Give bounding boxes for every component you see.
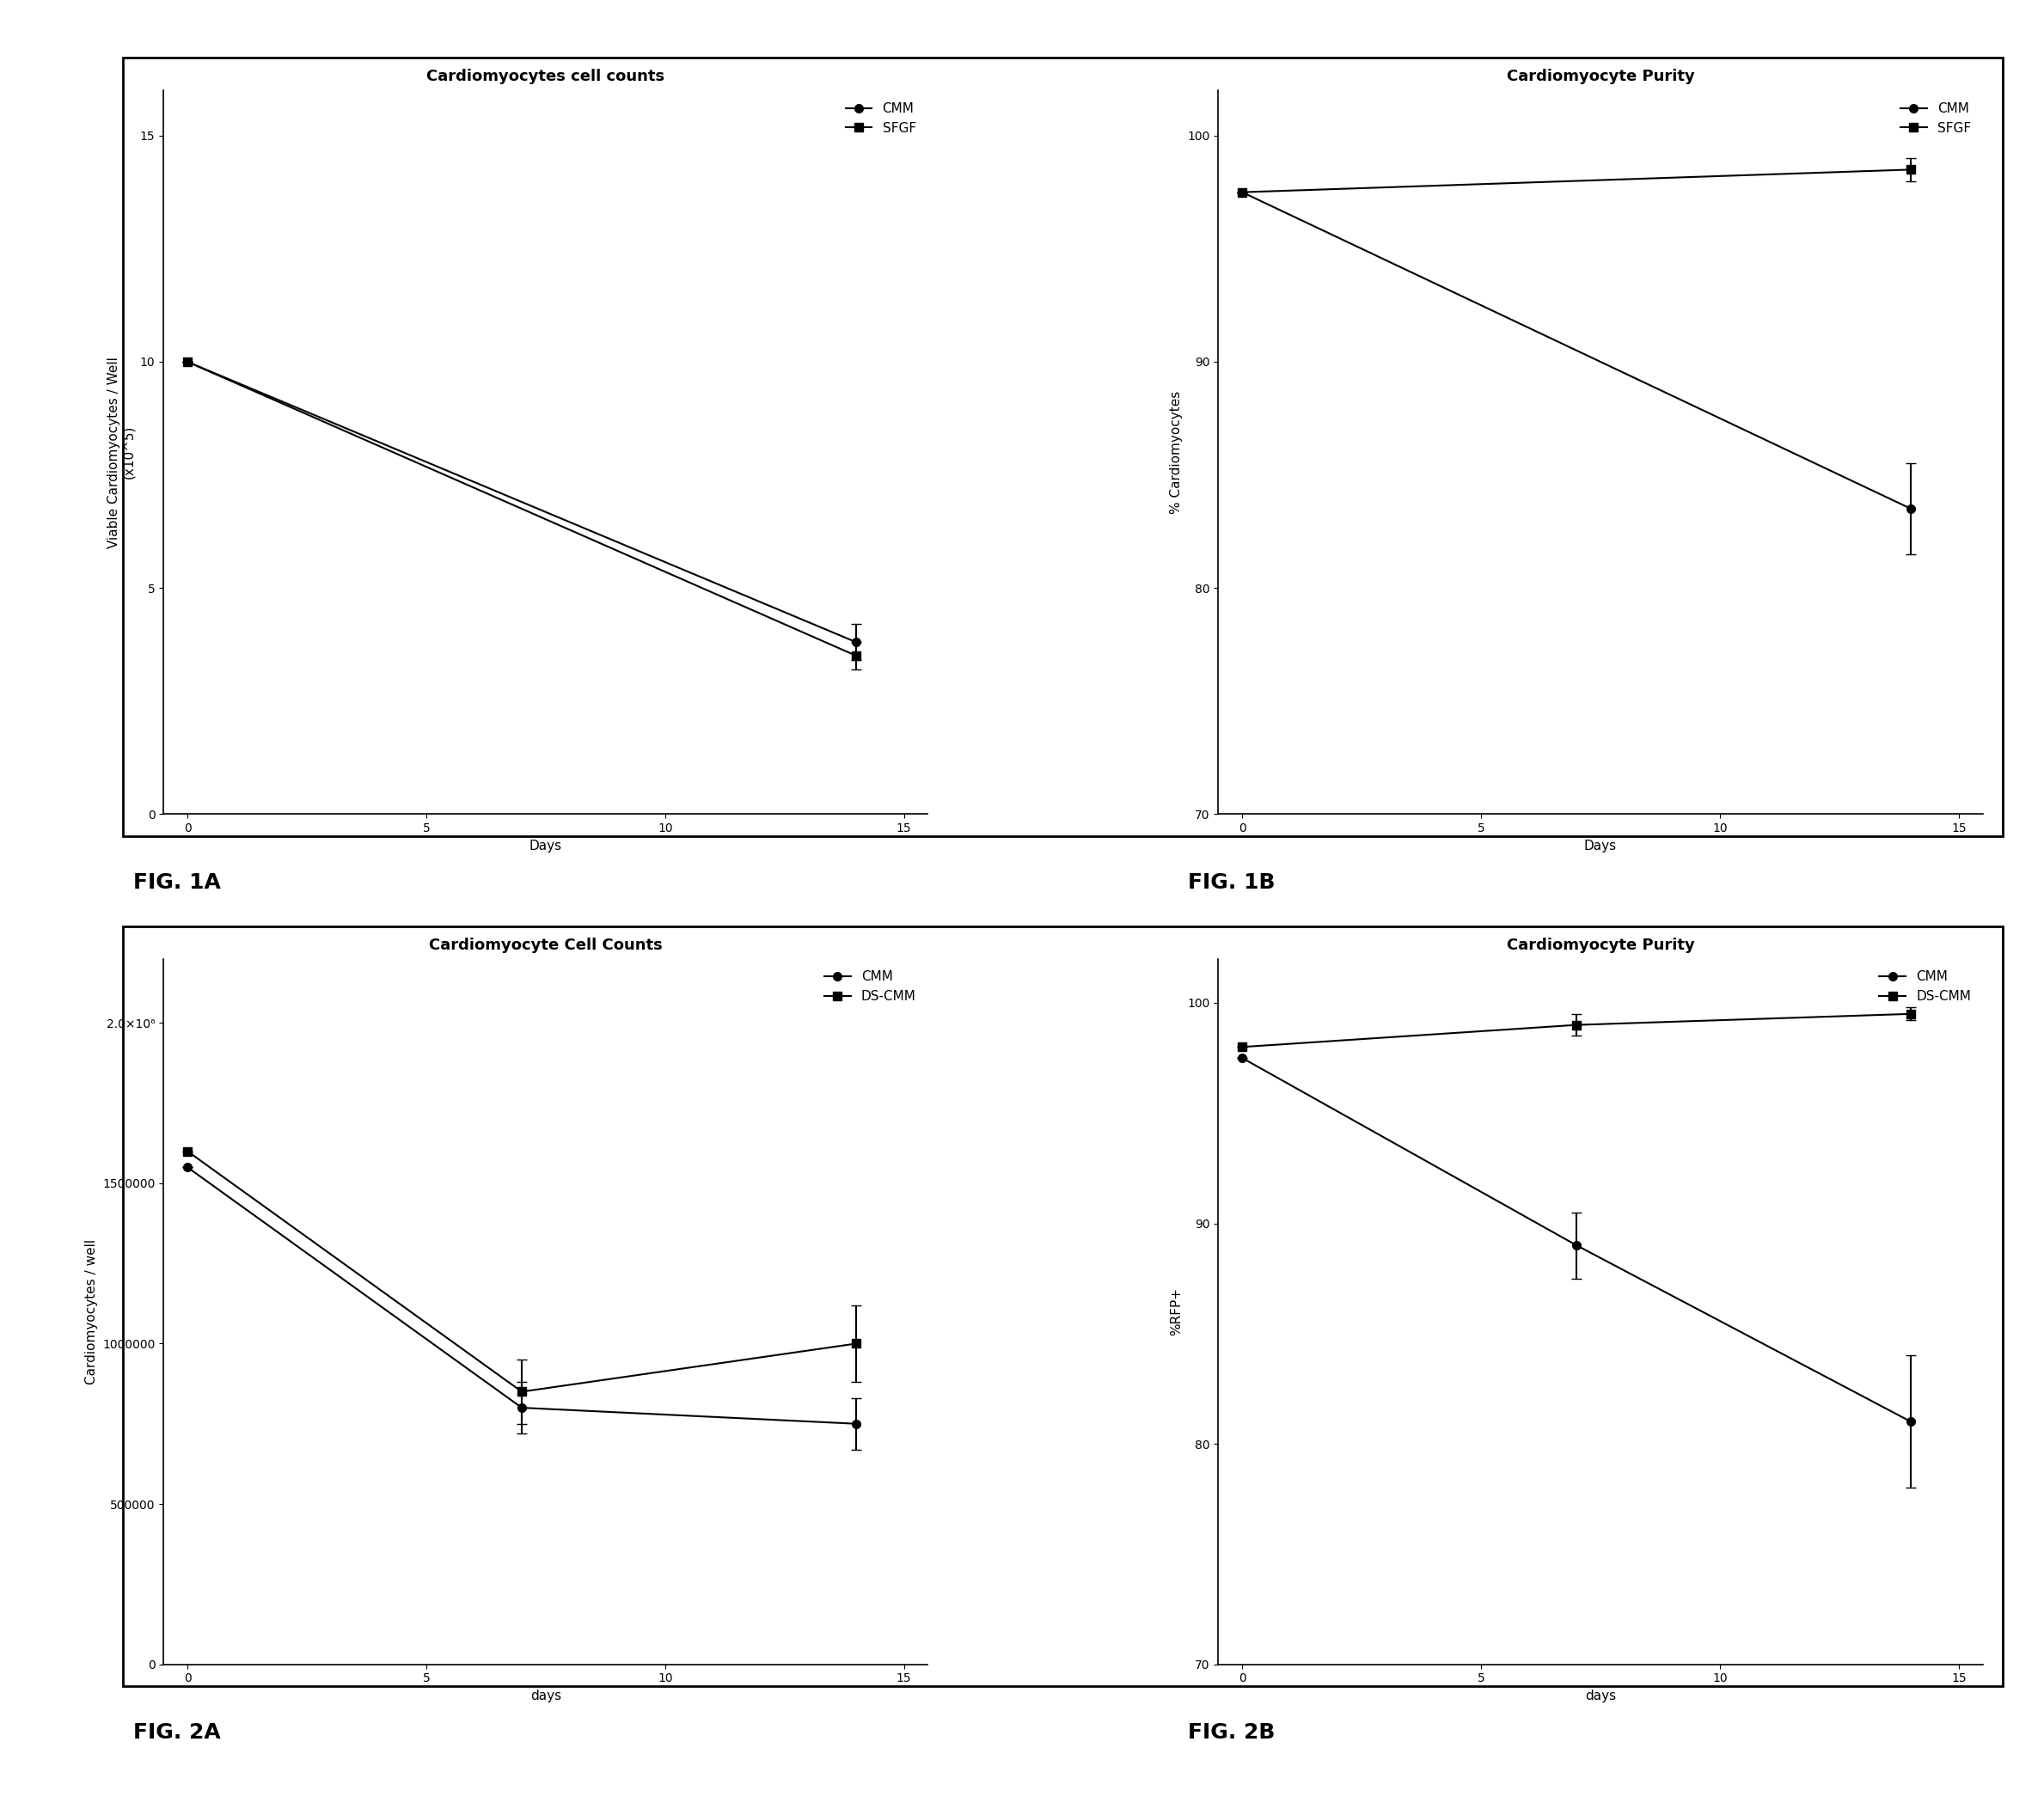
Y-axis label: Cardiomyocytes / well: Cardiomyocytes / well [84, 1239, 98, 1384]
Y-axis label: Viable Cardiomyocytes / Well
(x10^5): Viable Cardiomyocytes / Well (x10^5) [108, 356, 135, 548]
Text: FIG. 1A: FIG. 1A [133, 872, 221, 892]
Y-axis label: % Cardiomyocytes: % Cardiomyocytes [1169, 391, 1183, 514]
Text: FIG. 2A: FIG. 2A [133, 1722, 221, 1742]
Y-axis label: %RFP+: %RFP+ [1169, 1288, 1183, 1335]
Legend: CMM, DS-CMM: CMM, DS-CMM [1874, 966, 1977, 1008]
Legend: CMM, DS-CMM: CMM, DS-CMM [820, 966, 922, 1008]
Title: Cardiomyocyte Purity: Cardiomyocyte Purity [1506, 69, 1694, 85]
X-axis label: Days: Days [1584, 839, 1617, 852]
X-axis label: days: days [529, 1690, 562, 1702]
X-axis label: days: days [1584, 1690, 1617, 1702]
Legend: CMM, SFGF: CMM, SFGF [1895, 98, 1977, 139]
Title: Cardiomyocyte Purity: Cardiomyocyte Purity [1506, 937, 1694, 953]
Title: Cardiomyocytes cell counts: Cardiomyocytes cell counts [427, 69, 664, 85]
Legend: CMM, SFGF: CMM, SFGF [840, 98, 922, 139]
X-axis label: Days: Days [529, 839, 562, 852]
Text: FIG. 2B: FIG. 2B [1188, 1722, 1275, 1742]
Text: FIG. 1B: FIG. 1B [1188, 872, 1275, 892]
Title: Cardiomyocyte Cell Counts: Cardiomyocyte Cell Counts [429, 937, 662, 953]
